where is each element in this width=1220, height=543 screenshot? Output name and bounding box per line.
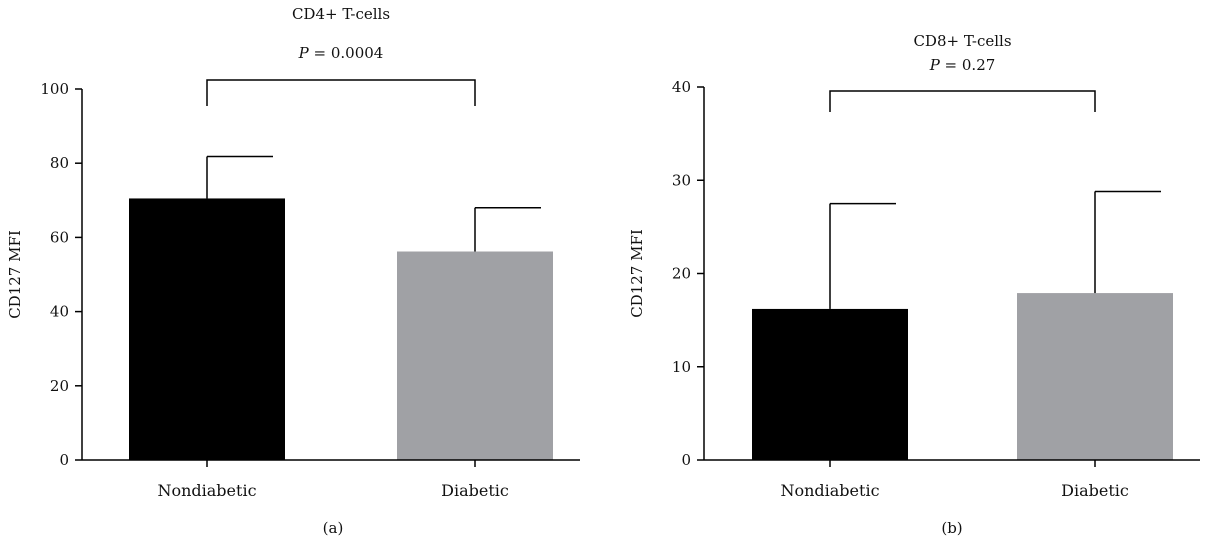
chart-panel-a: 0 20 40 60 80 100 Nondiabetic Diabetic CD127 MFI… — [6, 5, 580, 537]
significance-bracket — [829, 90, 1096, 112]
p-symbol: P — [298, 44, 310, 62]
y-axis-title: CD127 MFI — [6, 230, 24, 319]
y-axis-title: CD127 MFI — [628, 229, 646, 318]
bar-nondiabetic — [752, 308, 908, 460]
y-tick-label: 100 — [40, 80, 69, 98]
category-label-diabetic: Diabetic — [1061, 481, 1129, 500]
y-tick-label: 10 — [672, 358, 691, 376]
bar-nondiabetic — [129, 198, 285, 460]
p-symbol: P — [929, 56, 941, 74]
panel-title: CD4+ T-cells — [292, 5, 390, 23]
panel-label: (a) — [323, 519, 344, 537]
y-tick-label: 20 — [672, 265, 691, 283]
y-tick-label: 20 — [50, 377, 69, 395]
p-value-number: = 0.0004 — [309, 44, 384, 62]
y-tick-label: 0 — [681, 451, 691, 469]
category-label-diabetic: Diabetic — [441, 481, 509, 500]
y-tick-label: 30 — [672, 171, 691, 189]
panel-title: CD8+ T-cells — [913, 32, 1011, 50]
chart-panel-b: 0 10 20 30 40 Nondiabetic Diabetic CD127 MFI CD8… — [628, 32, 1200, 537]
category-label-nondiabetic: Nondiabetic — [780, 481, 879, 500]
y-tick-label: 0 — [59, 451, 69, 469]
y-tick-label: 40 — [50, 303, 69, 321]
p-value-number: = 0.27 — [940, 56, 996, 74]
significance-bracket — [206, 79, 476, 106]
y-tick-label: 80 — [50, 154, 69, 172]
p-value: P = 0.0004 — [298, 44, 384, 62]
p-value: P = 0.27 — [929, 56, 996, 74]
bar-diabetic — [397, 251, 553, 460]
category-label-nondiabetic: Nondiabetic — [157, 481, 256, 500]
panel-label: (b) — [941, 519, 962, 537]
y-tick-label: 60 — [50, 228, 69, 246]
bar-diabetic — [1017, 293, 1173, 460]
y-tick-label: 40 — [672, 78, 691, 96]
